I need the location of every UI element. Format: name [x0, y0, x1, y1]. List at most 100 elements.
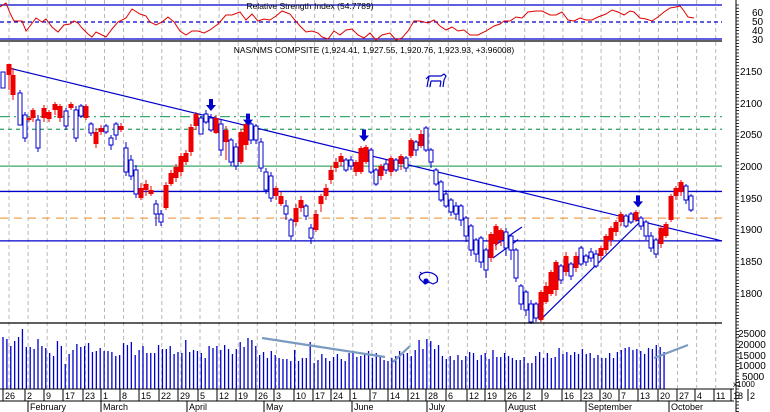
candle-body-down: [673, 188, 679, 196]
arrow-down-icon: [636, 195, 640, 202]
date-label: 2: [750, 391, 755, 401]
date-label: 23: [583, 391, 593, 401]
candle-body-up: [153, 203, 159, 215]
candle-body-up: [78, 105, 84, 117]
volume-tick-5000: 5000: [742, 372, 765, 383]
candle-body-down: [238, 132, 244, 162]
volume-tick-20000: 20000: [738, 340, 766, 351]
price-tick-1850: 1850: [740, 257, 763, 268]
arrow-down-icon: [243, 119, 253, 126]
candle-body-up: [473, 239, 479, 255]
candle-body-down: [30, 110, 36, 118]
candle-body-down: [163, 185, 169, 208]
date-label: 7: [372, 391, 377, 401]
date-label: 14: [390, 391, 400, 401]
candle-body-up: [128, 159, 134, 177]
date-label: 26: [5, 391, 15, 401]
candle-body-up: [258, 141, 264, 169]
month-label: April: [189, 402, 207, 412]
rsi-axis-labels: 60 50 40 30: [752, 8, 764, 46]
date-axis-days: 26 2 9 17 23 1 8 15 22 29 5 12 19 26 3 10 17 24 1 7 14 21 28 6 1…: [2, 389, 755, 401]
candle-body-up: [208, 117, 214, 131]
candle-body-up: [17, 92, 23, 126]
candle-body-up: [688, 195, 694, 211]
date-label: 30: [602, 391, 612, 401]
candle-body-up: [218, 123, 224, 151]
candle-body-up: [593, 253, 599, 267]
candle-body-up: [423, 127, 429, 151]
candle-body-up: [63, 110, 69, 127]
candle-body-up: [568, 263, 574, 277]
month-label: September: [588, 402, 632, 412]
candle-body-up: [513, 249, 519, 279]
candle-body-down: [93, 132, 99, 144]
date-label: 8: [122, 391, 127, 401]
date-label: 7: [621, 391, 626, 401]
candle-body-down: [358, 148, 364, 172]
candle-body-down: [618, 214, 624, 222]
candle-body-down: [57, 106, 63, 118]
candle-body-up: [288, 219, 294, 237]
candle-body-up: [508, 235, 514, 251]
date-label: 12: [219, 391, 229, 401]
volume-trendline: [392, 345, 411, 363]
candle-body-up: [443, 193, 449, 207]
candle-body-up: [528, 303, 534, 323]
candle-body-down: [52, 104, 58, 110]
month-label: October: [671, 402, 703, 412]
candle-body-down: [678, 182, 684, 192]
date-label: 9: [544, 391, 549, 401]
date-label: 16: [564, 391, 574, 401]
candle-body-down: [83, 106, 89, 118]
candle-body-up: [283, 205, 289, 215]
candle-body-up: [483, 249, 489, 271]
candle-body-up: [35, 119, 41, 149]
date-label: 15: [141, 391, 151, 401]
price-tick-2050: 2050: [740, 130, 763, 141]
candle-body-down: [178, 156, 184, 172]
candle-body-up: [458, 205, 464, 221]
candle-body-down: [658, 228, 664, 244]
candle-body-down: [603, 236, 609, 250]
candle-body-down: [46, 112, 52, 119]
candle-body-up: [453, 205, 459, 215]
candle-body-down: [6, 64, 12, 75]
candle-body-down: [553, 262, 559, 290]
candle-body-down: [663, 224, 669, 236]
date-label: 1: [352, 391, 357, 401]
candle-body-up: [203, 113, 209, 123]
candle-body-down: [378, 166, 384, 176]
candle-body-up: [523, 291, 529, 311]
candle-body-up: [373, 169, 379, 185]
candle-body-down: [26, 118, 32, 120]
candle-body-down: [363, 147, 369, 162]
volume-tick-25000: 25000: [738, 329, 766, 340]
month-label: June: [354, 402, 374, 412]
candle-body-down: [143, 184, 149, 190]
candle-body-down: [563, 256, 569, 272]
rsi-tick-40: 40: [752, 26, 764, 37]
candle-body-up: [303, 205, 309, 217]
candle-body-up: [628, 213, 634, 223]
volume-tick-15000: 15000: [738, 351, 766, 362]
candle-body-up: [123, 147, 129, 173]
arrow-down-icon: [206, 105, 216, 112]
price-tick-2100: 2100: [740, 99, 763, 110]
candle-body-down: [353, 162, 359, 172]
candle-body-down: [298, 200, 304, 208]
arrow-down-icon: [246, 113, 250, 120]
candle-body-down: [608, 228, 614, 240]
candle-body-down: [313, 214, 319, 230]
candle-body-down: [538, 292, 544, 320]
candle-body-down: [488, 234, 494, 258]
candle-body-down: [193, 114, 199, 126]
candle-body-down: [10, 75, 16, 95]
candle-body-down: [613, 222, 619, 232]
price-panel: [0, 64, 723, 324]
candle-body-down: [388, 158, 394, 172]
volume-panel: [2, 329, 689, 389]
candle-body-down: [498, 230, 504, 240]
candle-body-up: [368, 149, 374, 173]
month-label: August: [508, 402, 537, 412]
candle-body-up: [648, 235, 654, 249]
